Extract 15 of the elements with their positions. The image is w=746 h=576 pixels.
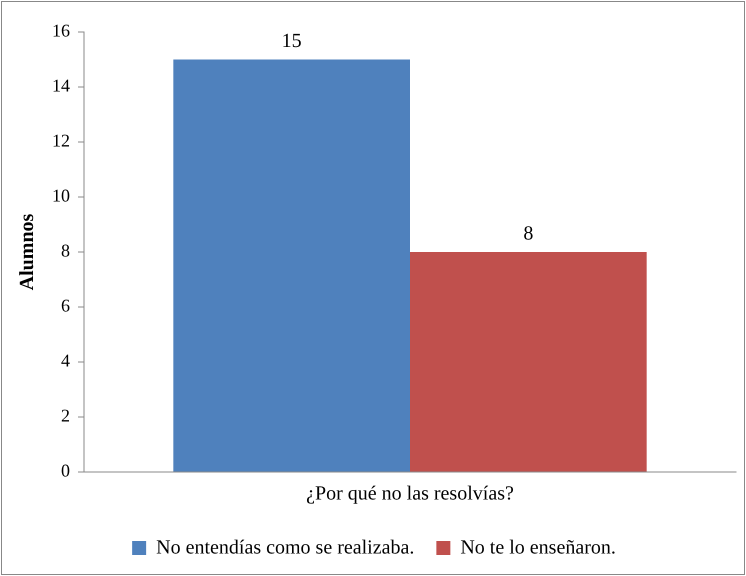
y-tick-label: 14: [52, 76, 70, 96]
x-tick-label: ¿Por qué no las resolvías?: [306, 482, 514, 504]
y-tick-label: 6: [61, 296, 70, 316]
y-tick-label: 12: [52, 130, 70, 151]
y-tick-label: 16: [52, 20, 70, 41]
y-tick-label: 8: [61, 240, 70, 261]
data-label: 8: [523, 222, 534, 244]
legend-label: No te lo enseñaron.: [460, 536, 616, 558]
y-tick-label: 0: [61, 460, 70, 481]
y-tick-label: 4: [61, 350, 70, 371]
y-tick-label: 2: [61, 406, 70, 426]
y-tick-label: 10: [52, 186, 70, 206]
y-axis-title: Alumnos: [16, 213, 38, 290]
data-label: 15: [282, 30, 302, 52]
legend-label: No entendías como se realizaba.: [156, 536, 414, 558]
